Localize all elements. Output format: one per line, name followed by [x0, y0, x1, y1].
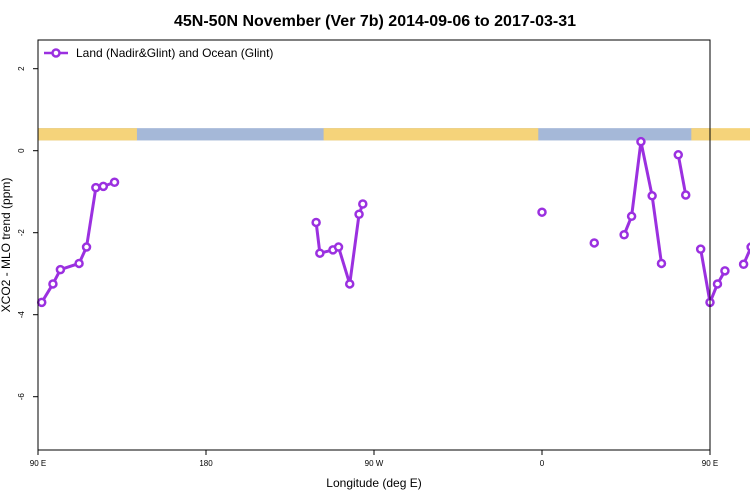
data-point	[626, 211, 637, 222]
data-point	[333, 242, 344, 252]
data-point	[74, 258, 84, 269]
x-tick-label: 180	[199, 459, 213, 468]
data-point	[109, 177, 120, 188]
data-point	[55, 264, 66, 275]
data-point	[81, 242, 92, 252]
x-tick-label: 0	[540, 459, 545, 468]
series-line	[622, 140, 663, 264]
data-point	[315, 248, 325, 258]
data-point	[91, 182, 101, 193]
land-band	[691, 128, 750, 141]
land-band	[38, 128, 137, 141]
data-point	[656, 258, 667, 269]
land-band	[323, 128, 539, 141]
series-layer	[36, 136, 750, 308]
data-point	[647, 191, 657, 201]
legend-marker	[51, 48, 61, 58]
legend-label: Land (Nadir&Glint) and Ocean (Glint)	[76, 46, 273, 60]
y-tick-label: -6	[17, 393, 26, 401]
data-point	[720, 266, 730, 276]
data-point	[746, 242, 750, 252]
series-line	[742, 244, 750, 265]
data-point	[680, 190, 691, 200]
legend: Land (Nadir&Glint) and Ocean (Glint)	[44, 46, 273, 60]
y-tick-label: 2	[17, 66, 26, 71]
x-tick-label: 90 W	[365, 459, 384, 468]
data-point	[695, 244, 706, 254]
data-point	[98, 181, 109, 192]
data-point	[636, 136, 646, 147]
y-tick-label: -4	[17, 311, 26, 319]
y-tick-label: -2	[17, 229, 26, 237]
data-point	[48, 279, 58, 289]
chart-title: 45N-50N November (Ver 7b) 2014-09-06 to …	[174, 13, 576, 30]
data-point	[673, 150, 684, 160]
x-tick-label: 90 E	[702, 459, 718, 468]
data-point	[738, 259, 749, 270]
data-point	[589, 238, 600, 248]
data-point	[311, 217, 321, 228]
x-axis-label: Longitude (deg E)	[326, 476, 421, 490]
y-tick-label: 0	[17, 148, 26, 153]
plot-frame	[37, 39, 711, 451]
series-line	[699, 248, 727, 304]
data-point	[537, 207, 547, 217]
data-point	[358, 199, 368, 209]
data-point	[344, 279, 355, 289]
data-point	[619, 230, 629, 240]
data-point	[712, 279, 723, 289]
x-tick-label: 90 E	[30, 459, 46, 468]
y-axis-label: XCO2 - MLO trend (ppm)	[0, 178, 13, 313]
series-line	[676, 154, 688, 196]
data-point	[36, 297, 47, 308]
data-point	[354, 209, 364, 219]
land-ocean-strip	[38, 128, 750, 141]
